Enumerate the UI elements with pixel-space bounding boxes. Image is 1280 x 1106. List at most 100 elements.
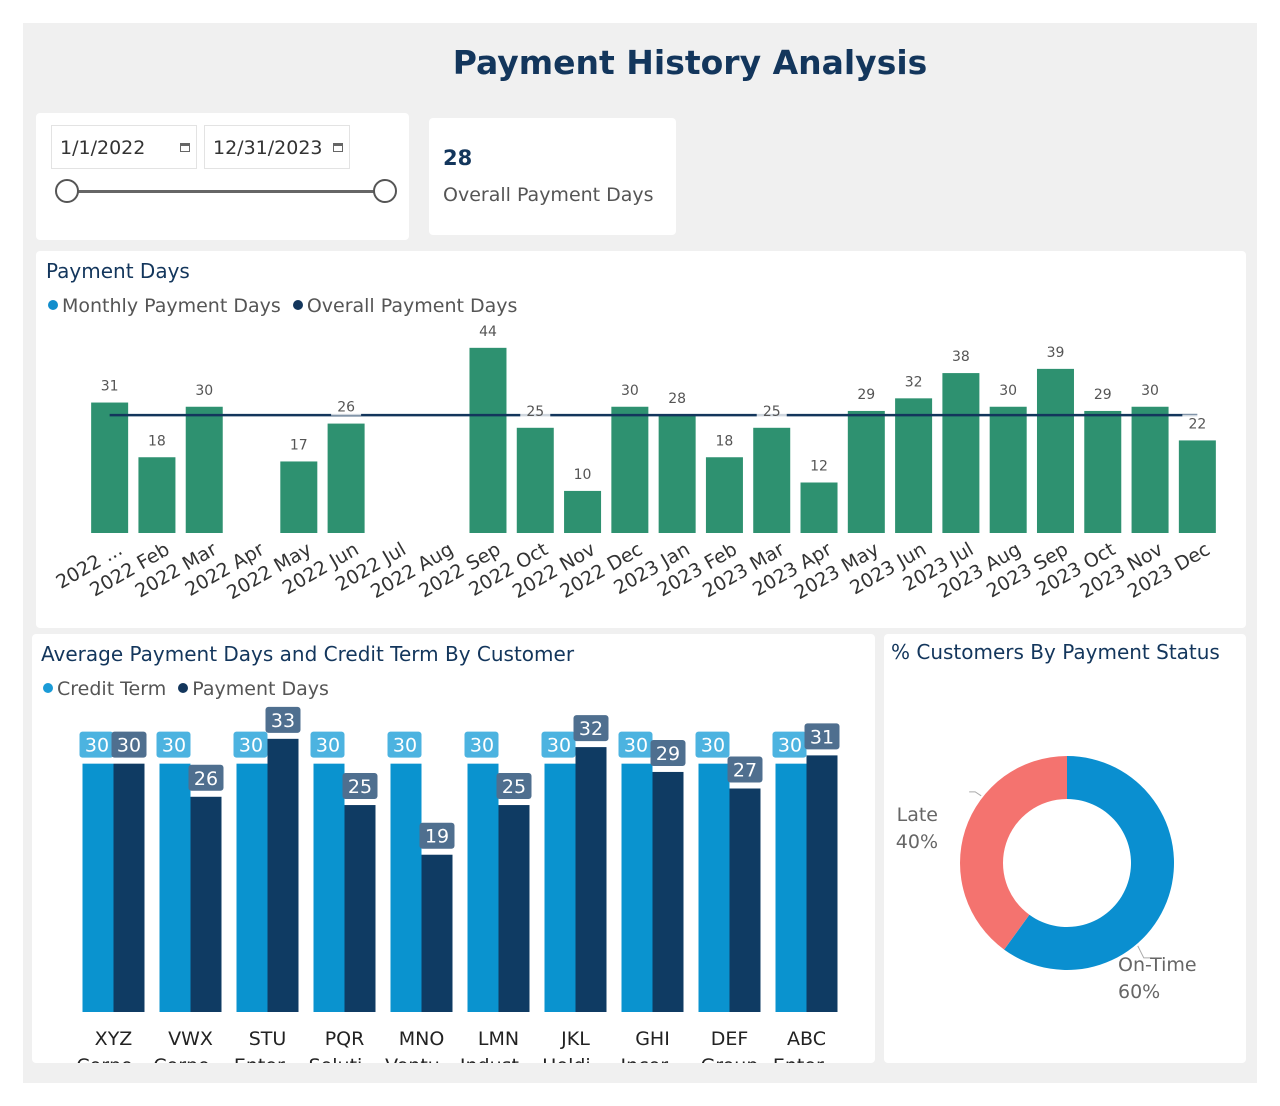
- credit-term-bar: [390, 763, 422, 1012]
- data-label-bg: [233, 731, 268, 758]
- data-label-bg: [79, 731, 114, 758]
- status-card: % Customers By Payment Status On-Time 60%…: [884, 634, 1246, 1063]
- end-date-input[interactable]: 12/31/2023: [204, 125, 350, 169]
- data-label: 19: [425, 826, 449, 848]
- legend-label[interactable]: Payment Days: [192, 678, 329, 700]
- data-label: 30: [547, 735, 571, 757]
- data-label: 29: [857, 387, 875, 403]
- start-date-value: 1/1/2022: [60, 137, 146, 159]
- x-tick-label: STU: [249, 1028, 287, 1050]
- bar: [1178, 440, 1216, 533]
- credit-term-bar: [698, 763, 730, 1012]
- data-label: 25: [526, 404, 544, 420]
- calendar-icon[interactable]: [333, 143, 343, 152]
- customer-chart-title: Average Payment Days and Credit Term By …: [41, 642, 575, 666]
- payment-days-bar: [575, 747, 607, 1012]
- data-label: 33: [271, 710, 295, 732]
- start-date-input[interactable]: 1/1/2022: [51, 125, 197, 169]
- data-label-bg: [310, 731, 345, 758]
- page-title: Payment History Analysis: [452, 43, 928, 82]
- x-tick-label: PQR: [325, 1028, 365, 1050]
- bar: [516, 427, 554, 533]
- data-label: 30: [624, 735, 648, 757]
- legend-label[interactable]: Overall Payment Days: [306, 295, 518, 317]
- credit-term-bar: [467, 763, 499, 1012]
- x-tick-label: Group: [701, 1055, 759, 1063]
- legend-label[interactable]: Monthly Payment Days: [62, 295, 281, 317]
- data-label: 30: [239, 735, 263, 757]
- x-tick-label: MNO: [399, 1028, 445, 1050]
- data-label-bg: [265, 706, 301, 733]
- data-label: 32: [579, 718, 603, 740]
- payment-days-bar: [267, 738, 299, 1012]
- slice-percent: 40%: [896, 831, 938, 853]
- payment-days-card: Payment Days Monthly Payment Days Overal…: [36, 251, 1246, 628]
- customer-legend: Credit Term Payment Days: [43, 678, 329, 700]
- data-label: 44: [479, 324, 497, 340]
- calendar-icon[interactable]: [180, 143, 190, 152]
- data-label: 30: [621, 383, 639, 399]
- x-tick-label: Holdi...: [542, 1055, 609, 1063]
- data-label: 26: [337, 400, 355, 416]
- data-label-bg: [727, 756, 763, 783]
- bar: [185, 406, 223, 533]
- data-label-bg: [804, 723, 840, 750]
- data-label: 26: [194, 768, 218, 790]
- data-label-bg: [1182, 414, 1213, 433]
- leader-line: [969, 791, 982, 797]
- legend-label[interactable]: Credit Term: [57, 678, 167, 700]
- data-label: 30: [316, 735, 340, 757]
- payment-days-bar: [421, 854, 453, 1012]
- data-label: 30: [701, 735, 725, 757]
- data-label-bg: [464, 731, 499, 758]
- start-date-handle[interactable]: [55, 179, 79, 203]
- kpi-value: 28: [443, 146, 473, 170]
- data-label-bg: [772, 731, 807, 758]
- payment-days-title: Payment Days: [46, 259, 190, 283]
- bar: [611, 406, 649, 533]
- credit-term-bar: [159, 763, 191, 1012]
- data-label: 30: [778, 735, 802, 757]
- legend-dot-icon: [43, 683, 53, 693]
- status-donut-chart: On-Time 60% Late 40%: [896, 756, 1197, 1003]
- data-label: 30: [162, 735, 186, 757]
- end-date-handle[interactable]: [373, 179, 397, 203]
- data-label: 38: [952, 349, 970, 365]
- bar: [753, 427, 791, 533]
- data-label: 30: [393, 735, 417, 757]
- data-label: 27: [733, 760, 757, 782]
- donut-slice: [960, 756, 1067, 950]
- payment-days-legend: Monthly Payment Days Overall Payment Day…: [48, 295, 517, 317]
- data-label: 31: [101, 379, 119, 395]
- data-label: 18: [148, 433, 166, 449]
- x-tick-label: LMN: [478, 1028, 519, 1050]
- x-tick-label: JKL: [560, 1028, 590, 1050]
- data-label: 32: [905, 374, 923, 390]
- data-label: 17: [290, 437, 308, 453]
- date-range-track[interactable]: [66, 190, 386, 193]
- bar: [280, 461, 318, 533]
- credit-term-bar: [621, 763, 653, 1012]
- bar: [91, 402, 129, 533]
- x-tick-label: Enter...: [234, 1055, 301, 1063]
- data-label: 30: [85, 735, 109, 757]
- legend-dot-icon: [48, 300, 58, 310]
- customer-card: Average Payment Days and Credit Term By …: [32, 634, 875, 1063]
- data-label-bg: [156, 731, 191, 758]
- x-tick-label: Soluti...: [309, 1055, 381, 1063]
- x-tick-label: XYZ: [95, 1028, 133, 1050]
- data-label: 25: [763, 404, 781, 420]
- data-label: 30: [117, 735, 141, 757]
- slice-label: Late: [897, 804, 938, 826]
- data-label-bg: [756, 401, 787, 420]
- payment-days-bar: [344, 805, 376, 1012]
- data-label: 39: [1047, 345, 1065, 361]
- credit-term-bar: [82, 763, 114, 1012]
- data-label: 30: [999, 383, 1017, 399]
- data-label-bg: [188, 764, 224, 791]
- x-tick-label: Corpo...: [153, 1055, 227, 1063]
- data-label-bg: [662, 389, 693, 408]
- credit-term-bar: [544, 763, 576, 1012]
- payment-days-bar: [113, 763, 145, 1012]
